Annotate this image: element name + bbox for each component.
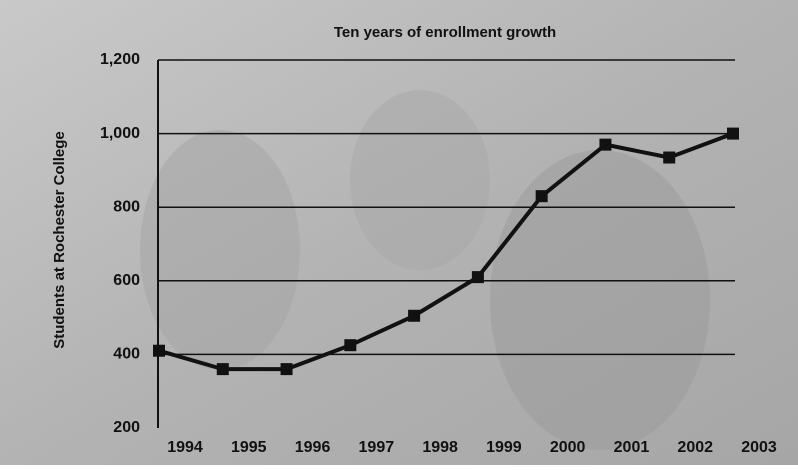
marker — [727, 127, 739, 140]
y-tick-label: 800 — [113, 198, 140, 215]
y-tick-label: 400 — [113, 346, 140, 363]
marker — [153, 344, 165, 357]
x-tick-label: 1997 — [359, 439, 395, 456]
x-tick-label: 1998 — [422, 439, 458, 456]
x-tick-label: 2000 — [550, 439, 586, 456]
marker — [663, 151, 676, 164]
x-tick-label: 1996 — [295, 439, 331, 456]
y-tick-label: 1,200 — [100, 51, 140, 68]
y-axis-label: Students at Rochester College — [51, 131, 68, 349]
x-tick-label: 1995 — [231, 439, 267, 456]
marker — [408, 309, 421, 322]
photo-shade — [350, 90, 490, 270]
y-tick-label: 1,000 — [100, 125, 140, 142]
line — [158, 131, 734, 372]
x-tick-label: 1994 — [167, 439, 203, 456]
marker — [599, 138, 612, 151]
photo-shade — [140, 130, 300, 370]
photo-shade — [490, 150, 710, 450]
marker — [216, 363, 229, 376]
marker — [344, 339, 357, 352]
chart-title: Ten years of enrollment growth — [334, 24, 556, 41]
marker — [535, 190, 548, 203]
x-tick-label: 2002 — [677, 439, 713, 456]
y-tick-label: 600 — [113, 272, 140, 289]
marker — [471, 271, 484, 284]
y-tick-label: 200 — [113, 419, 140, 436]
x-tick-label: 2001 — [614, 439, 650, 456]
marker — [280, 363, 293, 376]
x-tick-label: 1999 — [486, 439, 522, 456]
x-tick-label: 2003 — [741, 439, 777, 456]
